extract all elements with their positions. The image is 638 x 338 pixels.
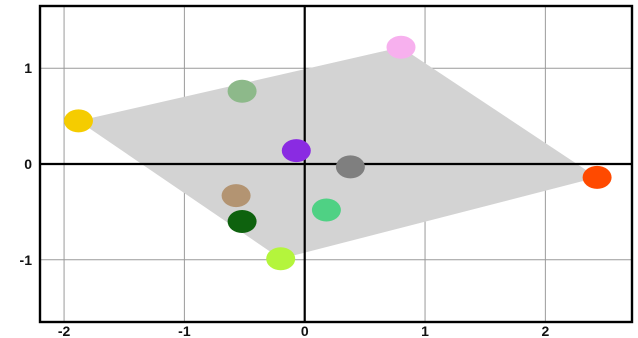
convex-hull-polygon: [78, 47, 598, 259]
x-tick-label: 2: [541, 323, 549, 338]
x-tick-label: 1: [421, 323, 429, 338]
data-point-2: [386, 35, 416, 59]
data-point-9: [227, 210, 257, 233]
x-tick-label: -2: [58, 323, 71, 338]
data-point-1: [64, 109, 93, 133]
y-tick-label: 0: [24, 156, 32, 172]
data-point-4: [281, 139, 311, 163]
data-point-7: [221, 184, 251, 208]
data-point-6: [582, 165, 612, 189]
data-point-10: [266, 247, 296, 271]
x-tick-label: 0: [301, 323, 309, 338]
y-tick-label: 1: [24, 60, 32, 76]
data-point-5: [335, 155, 365, 179]
data-point-3: [227, 79, 257, 103]
plot-frame: [38, 4, 634, 324]
y-tick-label: -1: [20, 252, 33, 268]
data-point-8: [311, 198, 341, 222]
x-tick-label: -1: [178, 323, 191, 338]
